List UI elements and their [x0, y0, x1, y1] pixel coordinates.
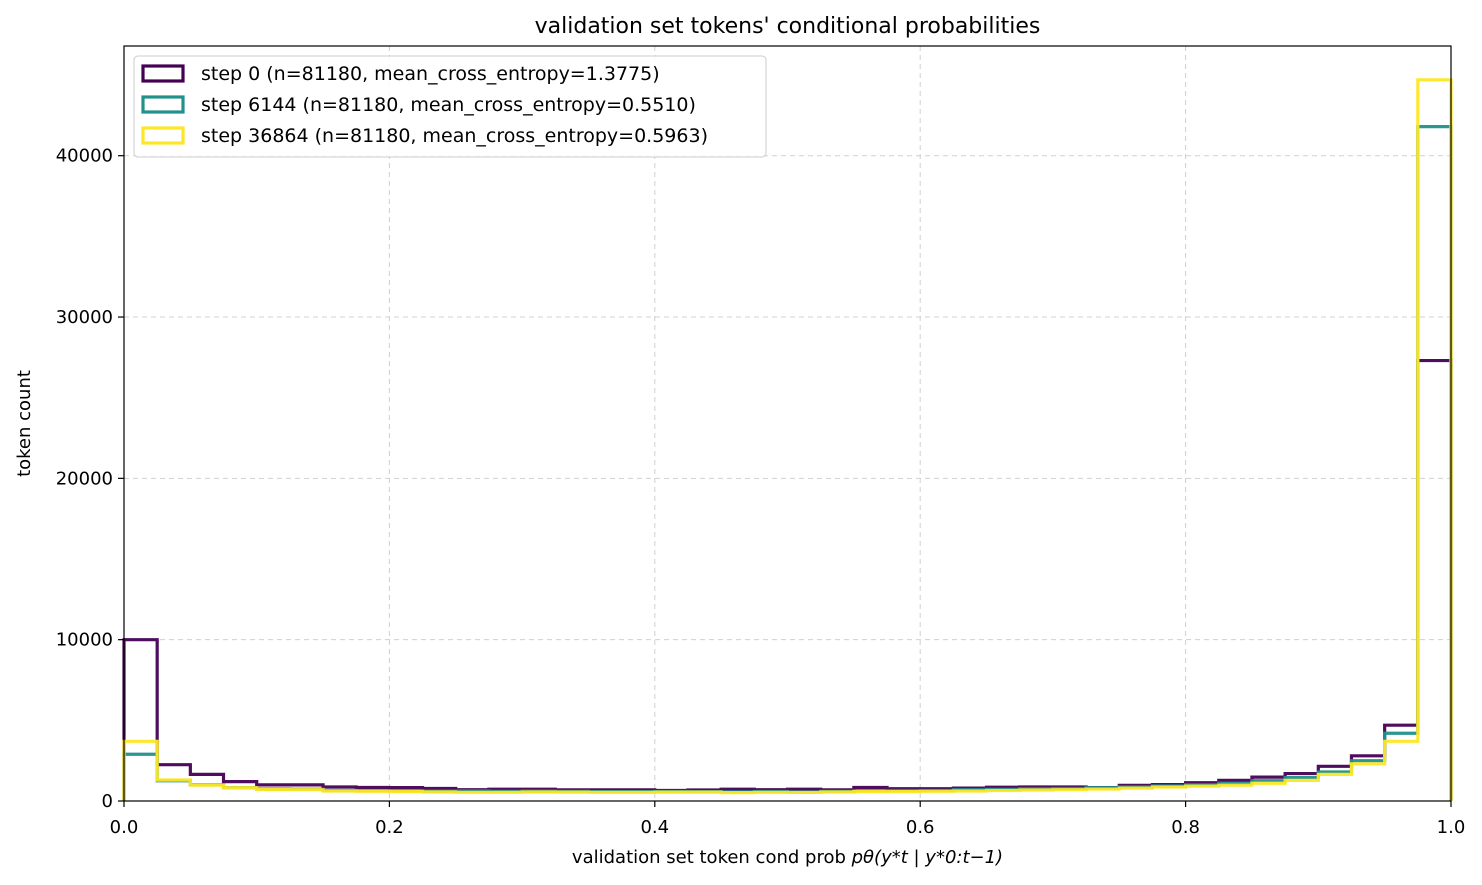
x-axis-label: validation set token cond prob pθ(y*t | …: [572, 847, 1003, 868]
legend-swatch-1: [141, 95, 185, 114]
series-line-0: [122, 358, 1453, 801]
x-tick-label: 0.2: [375, 817, 404, 838]
y-axis-label: token count: [14, 370, 35, 477]
y-tick-label: 0: [102, 791, 113, 812]
plot-frame: [123, 45, 1452, 802]
y-tick-label: 20000: [56, 468, 113, 489]
y-tick-label: 10000: [56, 630, 113, 651]
legend-swatch-2: [141, 126, 185, 145]
legend-label-0: step 0 (n=81180, mean_cross_entropy=1.37…: [201, 63, 660, 85]
series-line-2: [122, 78, 1453, 801]
legend: step 0 (n=81180, mean_cross_entropy=1.37…: [133, 55, 767, 158]
legend-label-2: step 36864 (n=81180, mean_cross_entropy=…: [201, 125, 708, 147]
legend-label-1: step 6144 (n=81180, mean_cross_entropy=0…: [201, 94, 696, 116]
y-tick-label: 30000: [56, 307, 113, 328]
x-tick-label: 0.0: [110, 817, 139, 838]
grid: [124, 46, 1451, 801]
chart-title: validation set tokens' conditional proba…: [535, 14, 1041, 39]
y-axis-ticks: 0 10000 20000 30000 40000: [56, 146, 124, 812]
x-tick-label: 0.6: [906, 817, 935, 838]
legend-swatch-0: [141, 64, 185, 83]
y-tick-label: 40000: [56, 146, 113, 167]
series-layer: [122, 78, 1453, 801]
series-line-1: [122, 125, 1453, 801]
x-tick-label: 1.0: [1437, 817, 1466, 838]
legend-box: [133, 55, 767, 158]
x-tick-label: 0.8: [1171, 817, 1200, 838]
x-tick-label: 0.4: [640, 817, 669, 838]
x-axis-ticks: 0.0 0.2 0.4 0.6 0.8 1.0: [110, 801, 1466, 838]
